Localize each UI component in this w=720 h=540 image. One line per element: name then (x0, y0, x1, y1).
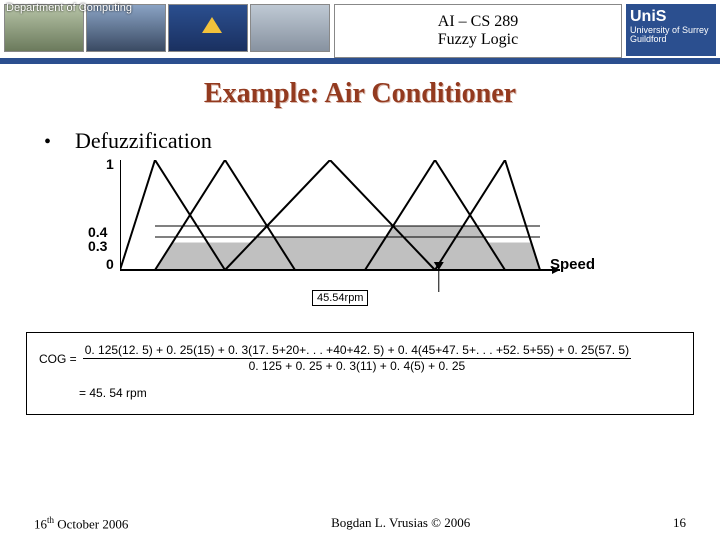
footer-date-rest: October 2006 (54, 516, 128, 531)
y-tick-1: 1 (106, 156, 114, 172)
y-tick-0: 0 (106, 256, 114, 272)
header-photo-3 (168, 4, 248, 52)
department-label: Department of Computing (6, 2, 132, 14)
cog-formula-box: COG = 0. 125(12. 5) + 0. 25(15) + 0. 3(1… (26, 332, 694, 415)
slide-title: Example: Air Conditioner (0, 78, 720, 110)
bullet-text: Defuzzification (75, 128, 212, 154)
footer-author: Bogdan L. Vrusias © 2006 (331, 515, 470, 532)
cog-prefix: COG = (39, 352, 77, 366)
header-rule (0, 60, 720, 64)
cog-denominator: 0. 125 + 0. 25 + 0. 3(11) + 0. 4(5) + 0.… (247, 359, 468, 374)
cog-fraction: 0. 125(12. 5) + 0. 25(15) + 0. 3(17. 5+2… (83, 343, 631, 374)
uni-name: University of Surrey (630, 25, 709, 35)
bullet-marker: • (44, 131, 51, 154)
y-tick-03: 0.3 (88, 238, 107, 254)
uni-city: Guildford (630, 34, 667, 44)
header-photo-4 (250, 4, 330, 52)
slide-footer: 16th October 2006 Bogdan L. Vrusias © 20… (0, 515, 720, 532)
cog-result: = 45. 54 rpm (79, 386, 681, 400)
cog-equation: COG = 0. 125(12. 5) + 0. 25(15) + 0. 3(1… (39, 343, 681, 374)
uni-short: UniS (630, 8, 666, 25)
chart-svg (120, 160, 620, 310)
cog-numerator: 0. 125(12. 5) + 0. 25(15) + 0. 3(17. 5+2… (83, 343, 631, 359)
course-line-2: Fuzzy Logic (438, 31, 518, 49)
bullet-row: • Defuzzification (44, 128, 720, 154)
course-title-block: AI – CS 289 Fuzzy Logic (334, 4, 622, 58)
footer-date: 16th October 2006 (34, 515, 128, 532)
footer-page: 16 (673, 515, 686, 532)
footer-date-day: 16 (34, 516, 47, 531)
fuzzy-chart: 1 0.4 0.3 0 Speed 45.54rpm (120, 160, 620, 310)
centroid-callout: 45.54rpm (312, 290, 368, 306)
footer-date-ord: th (47, 515, 54, 525)
university-logo: UniS University of Surrey Guildford (626, 4, 716, 56)
course-line-1: AI – CS 289 (438, 13, 518, 31)
